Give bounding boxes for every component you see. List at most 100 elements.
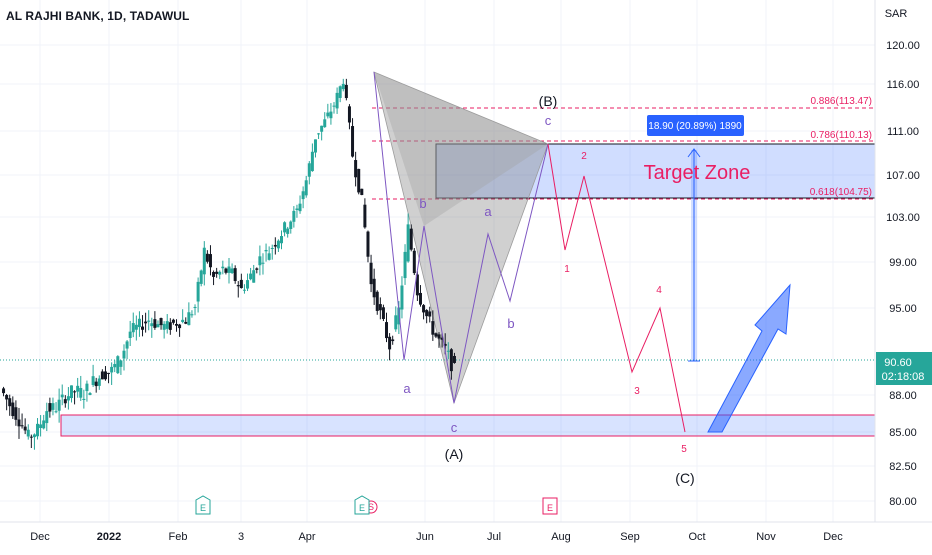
candle bbox=[91, 364, 95, 387]
earnings-marker-1[interactable]: E bbox=[195, 495, 211, 515]
y-axis[interactable]: SAR 120.00 116.00 111.00 107.00 103.00 99.00 9… bbox=[874, 0, 932, 522]
candle bbox=[94, 377, 98, 393]
grid bbox=[0, 0, 875, 522]
earnings-marker-3[interactable]: E bbox=[542, 497, 558, 515]
candle bbox=[255, 267, 259, 274]
wave-label-4: 4 bbox=[656, 285, 662, 296]
candle bbox=[301, 186, 305, 209]
y-axis-unit: SAR bbox=[885, 8, 908, 20]
target-zone-box[interactable] bbox=[435, 143, 876, 199]
candle bbox=[26, 424, 30, 440]
wave-label-5: 5 bbox=[681, 444, 687, 455]
price-range-measure[interactable]: 18.90 (20.89%) 1890 bbox=[647, 115, 744, 362]
support-zone bbox=[60, 414, 876, 437]
candle bbox=[338, 85, 342, 103]
candle bbox=[391, 335, 395, 345]
candle bbox=[103, 366, 107, 381]
candle bbox=[171, 318, 175, 325]
candle bbox=[283, 221, 287, 237]
candle bbox=[357, 168, 361, 195]
candle bbox=[45, 402, 49, 432]
candle bbox=[412, 248, 416, 276]
candle bbox=[406, 213, 410, 263]
candle bbox=[5, 393, 9, 411]
candle bbox=[388, 333, 392, 361]
y-tick-label: 107.00 bbox=[886, 170, 920, 182]
earnings-marker-1-label: E bbox=[200, 503, 206, 513]
candle bbox=[54, 402, 58, 414]
candle bbox=[295, 204, 299, 218]
candle bbox=[341, 78, 345, 92]
y-tick-label: 120.00 bbox=[886, 40, 920, 52]
candle bbox=[381, 304, 385, 322]
candle bbox=[76, 377, 80, 398]
current-price-badge: 90.60 02:18:08 bbox=[876, 352, 932, 385]
candle bbox=[8, 394, 12, 416]
candle bbox=[400, 276, 404, 319]
fib-label-0886: 0.886(113.47) bbox=[810, 96, 872, 107]
x-tick-label: Sep bbox=[620, 531, 640, 543]
fib-label-0618: 0.618(104.75) bbox=[810, 187, 872, 198]
projection-path bbox=[373, 71, 549, 404]
candle bbox=[69, 385, 73, 403]
candle bbox=[440, 333, 444, 348]
wave-label-B: (B) bbox=[539, 93, 558, 109]
candle bbox=[320, 125, 324, 141]
candle bbox=[218, 270, 222, 280]
candle bbox=[134, 315, 138, 341]
x-tick-label: Dec bbox=[823, 531, 843, 543]
candle bbox=[42, 414, 46, 430]
candle bbox=[215, 267, 219, 278]
x-axis[interactable]: Dec 2022 Feb 3 Apr Jun Jul Aug Sep Oct Nov Dec bbox=[0, 521, 932, 543]
candle bbox=[415, 271, 419, 301]
y-tick-label: 88.00 bbox=[889, 390, 917, 402]
candle bbox=[60, 384, 64, 406]
candle bbox=[273, 237, 277, 255]
candle bbox=[428, 306, 432, 323]
candle bbox=[79, 375, 83, 401]
candle bbox=[409, 224, 413, 252]
wave-label-b1: b bbox=[419, 196, 426, 211]
candle bbox=[20, 413, 24, 429]
candle bbox=[298, 195, 302, 214]
candle bbox=[85, 380, 89, 402]
wave-label-C: (C) bbox=[675, 470, 694, 486]
candle bbox=[14, 400, 18, 426]
split-marker-label: S bbox=[368, 502, 374, 512]
candle bbox=[246, 273, 250, 292]
candle bbox=[174, 319, 178, 332]
wave-label-2: 2 bbox=[581, 151, 587, 162]
candle bbox=[394, 306, 398, 332]
arrow-body bbox=[707, 283, 791, 433]
event-markers[interactable]: E S E E bbox=[195, 495, 558, 515]
candle bbox=[110, 362, 114, 385]
candle bbox=[366, 230, 370, 263]
candle bbox=[233, 265, 237, 284]
candle bbox=[221, 260, 225, 275]
x-axis-ticks: Dec 2022 Feb 3 Apr Jun Jul Aug Sep Oct Nov Dec bbox=[30, 531, 843, 543]
earnings-marker-2[interactable]: S E bbox=[354, 495, 378, 515]
candle bbox=[190, 310, 194, 318]
y-tick-label: 103.00 bbox=[886, 212, 920, 224]
candle bbox=[66, 387, 70, 410]
candle bbox=[227, 257, 231, 284]
candle bbox=[36, 418, 40, 440]
candle bbox=[224, 267, 228, 275]
y-tick-label: 111.00 bbox=[887, 126, 919, 138]
candle bbox=[199, 269, 203, 287]
candle bbox=[326, 103, 330, 119]
candle bbox=[446, 342, 450, 360]
candle bbox=[422, 304, 426, 320]
candle bbox=[205, 250, 209, 264]
bullish-arrow bbox=[707, 283, 791, 433]
x-tick-label: Nov bbox=[756, 531, 776, 543]
candle bbox=[289, 220, 293, 234]
candle bbox=[344, 78, 348, 101]
y-axis-ticks: 120.00 116.00 111.00 107.00 103.00 99.00 95.00… bbox=[886, 40, 920, 508]
candle bbox=[196, 277, 200, 313]
candle bbox=[178, 323, 182, 337]
candle bbox=[128, 320, 132, 347]
earnings-marker-3-label: E bbox=[547, 503, 553, 513]
